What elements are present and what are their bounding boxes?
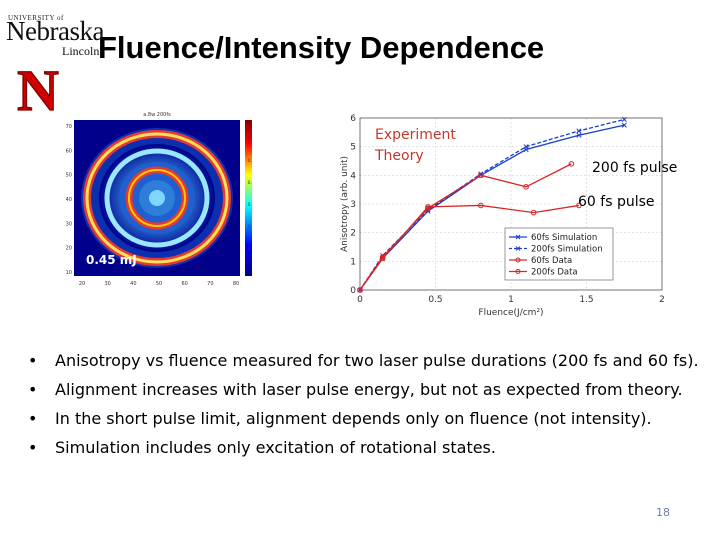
bullet-dot: •: [28, 409, 38, 428]
heatmap-x-tick-label: 20: [79, 281, 85, 287]
y-tick-label: 2: [350, 229, 356, 239]
logo-lincoln: Lincoln: [62, 44, 100, 58]
data-point: [568, 161, 575, 167]
y-tick-label: 1: [350, 257, 356, 267]
colorbar-tick-label: 0.4: [248, 180, 252, 185]
y-tick-label: 5: [350, 143, 356, 153]
series-line: [359, 163, 572, 291]
colorbar-tick-label: 0.6: [248, 136, 252, 141]
legend-marker: [515, 257, 521, 263]
colorbar-tick-label: 0.1: [248, 246, 252, 251]
annotation-200fs: 200 fs pulse: [592, 160, 678, 176]
data-point: [478, 172, 484, 179]
data-point: [576, 132, 582, 138]
bullet-dot: •: [28, 380, 38, 399]
experiment-label: Experiment: [375, 127, 456, 143]
series-200fs-simulation: [357, 116, 627, 293]
legend-marker: [515, 234, 521, 240]
heatmap-figure: a.8w 200fs 70 60 50 40 30 20 10 20 30 40 50 60 70 80…: [66, 112, 252, 287]
heatmap-x-tick-label: 50: [156, 281, 162, 287]
y-tick-label: 6: [350, 114, 356, 124]
legend-marker: [515, 246, 521, 251]
heatmap-y-tick-label: 70: [66, 124, 72, 130]
legend-entry: 200fs Data: [531, 268, 578, 278]
data-point: [530, 209, 537, 216]
colorbar-tick-label: 0.3: [248, 202, 252, 207]
legend-entry: 200fs Simulation: [531, 245, 603, 255]
chart-ticks: 0 1 2 3 4 5 6 0 0.5 1 1.5 2: [350, 114, 665, 305]
heatmap-y-tick-label: 40: [66, 197, 72, 203]
data-point: [478, 202, 484, 209]
heatmap-x-tick-label: 80: [233, 281, 239, 287]
y-tick-label: 0: [350, 286, 356, 296]
data-point: [621, 116, 627, 122]
heatmap-colorbar: [245, 120, 252, 276]
heatmap-x-tick-label: 70: [207, 281, 213, 287]
data-point: [523, 184, 529, 190]
heatmap-y-tick-label: 60: [66, 148, 72, 154]
heatmap-y-ticks: 70 60 50 40 30 20 10: [66, 124, 72, 276]
y-tick-label: 3: [350, 200, 356, 210]
experiment-theory-label: Experiment Theory: [375, 125, 456, 167]
heatmap-y-tick-label: 30: [66, 221, 72, 227]
y-tick-label: 4: [350, 171, 356, 181]
bullet-text: Anisotropy vs fluence measured for two l…: [55, 351, 699, 370]
bullet-item: • Anisotropy vs fluence measured for two …: [28, 346, 715, 375]
heatmap-y-tick-label: 50: [66, 173, 72, 179]
bullet-list: • Anisotropy vs fluence measured for two …: [28, 346, 715, 462]
annotation-60fs: 60 fs pulse: [578, 194, 655, 210]
data-point: [425, 205, 431, 212]
data-point: [523, 144, 529, 150]
slide-title: Fluence/Intensity Dependence: [98, 30, 545, 65]
y-axis-label: Anisotropy (arb. unit): [340, 156, 350, 252]
series-line: [359, 204, 580, 291]
heatmap-x-tick-label: 60: [181, 281, 187, 287]
colorbar-tick-label: 0.5: [248, 158, 252, 163]
data-point: [379, 254, 386, 260]
nebraska-n-logo: N: [16, 60, 59, 116]
series-200fs-data: [357, 161, 575, 293]
n-logo-letter: N: [17, 60, 59, 116]
x-axis-label: Fluence(J/cm²): [478, 308, 543, 318]
heatmap-header: a.8w 200fs: [143, 112, 171, 118]
bullet-item: • In the short pulse limit, alignment dep…: [28, 404, 715, 433]
bullet-text: In the short pulse limit, alignment depe…: [55, 409, 652, 428]
data-point: [357, 287, 363, 293]
x-tick-label: 1.5: [579, 295, 593, 305]
heatmap-y-tick-label: 10: [66, 270, 72, 276]
heatmap-x-tick-label: 40: [130, 281, 136, 287]
anisotropy-chart: 0 1 2 3 4 5 6 0 0.5 1 1.5 2 Fluence(J/cm²) Anisotro…: [340, 114, 665, 318]
logo-nebraska: Nebraska: [6, 16, 104, 46]
heatmap-energy-label: 0.45 mJ: [86, 253, 137, 267]
legend-entry: 60fs Data: [531, 256, 572, 266]
logo-university-of: UNIVERSITY of: [8, 14, 64, 22]
x-tick-label: 0.5: [428, 295, 442, 305]
data-point: [621, 122, 627, 128]
x-tick-label: 1: [508, 295, 514, 305]
chart-series: [357, 116, 627, 293]
bullet-text: Alignment increases with laser pulse ene…: [55, 380, 683, 399]
legend-entry: 60fs Simulation: [531, 233, 597, 243]
page-number: 18: [656, 506, 670, 519]
data-point: [576, 128, 582, 134]
bullet-text: Simulation includes only excitation of r…: [55, 438, 496, 457]
heatmap-rings: [81, 128, 233, 268]
bullet-item: • Alignment increases with laser pulse en…: [28, 375, 715, 404]
x-tick-label: 0: [357, 295, 363, 305]
colorbar-tick-label: 0.2: [248, 224, 252, 229]
data-point: [576, 202, 582, 209]
heatmap-x-ticks: 20 30 40 50 60 70 80 0.6 0.5 0.4 0.3 0.2 0.1: [79, 136, 252, 287]
plot-frame: [359, 117, 663, 291]
bullet-item: • Simulation includes only excitation of …: [28, 433, 715, 462]
heatmap-x-tick-label: 30: [104, 281, 110, 287]
theory-label: Theory: [375, 148, 424, 164]
bullet-dot: •: [28, 438, 38, 457]
x-tick-label: 2: [659, 295, 665, 305]
heatmap-y-tick-label: 20: [66, 246, 72, 252]
legend-marker: [515, 269, 521, 274]
bullet-dot: •: [28, 351, 38, 370]
